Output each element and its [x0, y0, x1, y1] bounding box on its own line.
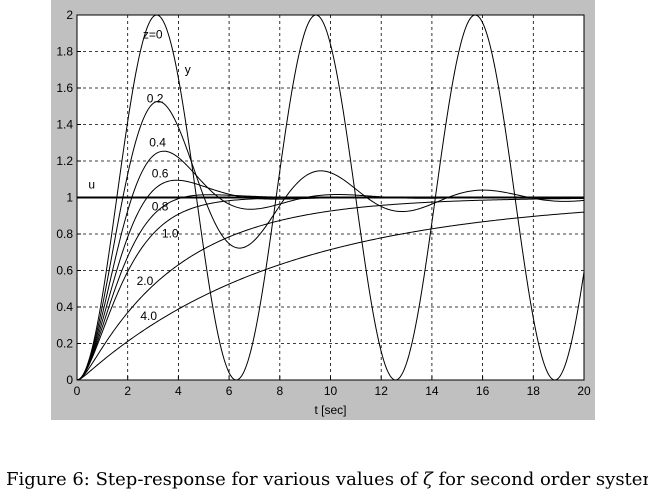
caption-suffix: for second order systems — [432, 469, 648, 490]
series-label: 0.2 — [147, 92, 164, 106]
x-tick-label: 0 — [74, 384, 81, 398]
y-tick-label: 1.8 — [56, 45, 73, 59]
y-tick-label: 0 — [66, 373, 73, 387]
y-tick-label: 0.8 — [56, 227, 73, 241]
caption-zeta-symbol: ζ — [423, 469, 433, 490]
x-axis-label: t [sec] — [314, 403, 346, 417]
response-line-zeta-4 — [76, 211, 585, 381]
x-tick-label: 18 — [527, 384, 541, 398]
x-tick-label: 8 — [276, 384, 283, 398]
response-line-zeta-0_2 — [76, 100, 585, 381]
response-line-zeta-0 — [76, 14, 585, 381]
series-label: 0.6 — [152, 166, 169, 180]
series-label: z=0 — [143, 28, 163, 42]
y-tick-label: 0.2 — [56, 337, 73, 351]
response-curves — [76, 14, 585, 381]
step-response-chart: 0 2 4 6 8 10 12 14 16 18 20 0 0.2 0.4 0.6 0.8 1 1.2 1.4 1.6… — [56, 8, 591, 417]
series-label: 2.0 — [137, 274, 154, 288]
figure-panel: 0 2 4 6 8 10 12 14 16 18 20 0 0.2 0.4 0.6 0.8 1 1.2 1.4 1.6… — [51, 0, 595, 420]
y-tick-label: 2 — [66, 8, 73, 22]
y-tick-label: 1.6 — [56, 81, 73, 95]
x-tick-label: 16 — [476, 384, 490, 398]
y-tick-label: 1 — [66, 191, 73, 205]
y-tick-label: 0.6 — [56, 264, 73, 278]
series-label: 4.0 — [140, 309, 157, 323]
series-label: 1.0 — [162, 227, 179, 241]
curve-labels: z=0 0.2 0.4 0.6 0.8 1.0 2.0 4.0 u y — [88, 28, 190, 323]
x-tick-label: 10 — [324, 384, 338, 398]
y-tick-label: 0.4 — [56, 300, 73, 314]
x-tick-label: 20 — [577, 384, 591, 398]
x-tick-label: 2 — [124, 384, 131, 398]
y-tick-label: 1.2 — [56, 154, 73, 168]
x-tick-label: 6 — [226, 384, 233, 398]
input-step-label: u — [88, 177, 95, 191]
series-label: 0.8 — [152, 199, 169, 213]
tick-labels: 0 2 4 6 8 10 12 14 16 18 20 0 0.2 0.4 0.6 0.8 1 1.2 1.4 1.6… — [56, 8, 591, 398]
output-label: y — [185, 62, 191, 76]
series-label: 0.4 — [149, 135, 166, 149]
x-tick-label: 4 — [175, 384, 182, 398]
response-line-zeta-2 — [76, 197, 585, 381]
x-tick-label: 12 — [375, 384, 389, 398]
figure-caption: Figure 6: Step-response for various valu… — [6, 469, 648, 490]
y-tick-label: 1.4 — [56, 118, 73, 132]
x-tick-label: 14 — [425, 384, 439, 398]
caption-prefix: Figure 6: Step-response for various valu… — [6, 469, 424, 490]
